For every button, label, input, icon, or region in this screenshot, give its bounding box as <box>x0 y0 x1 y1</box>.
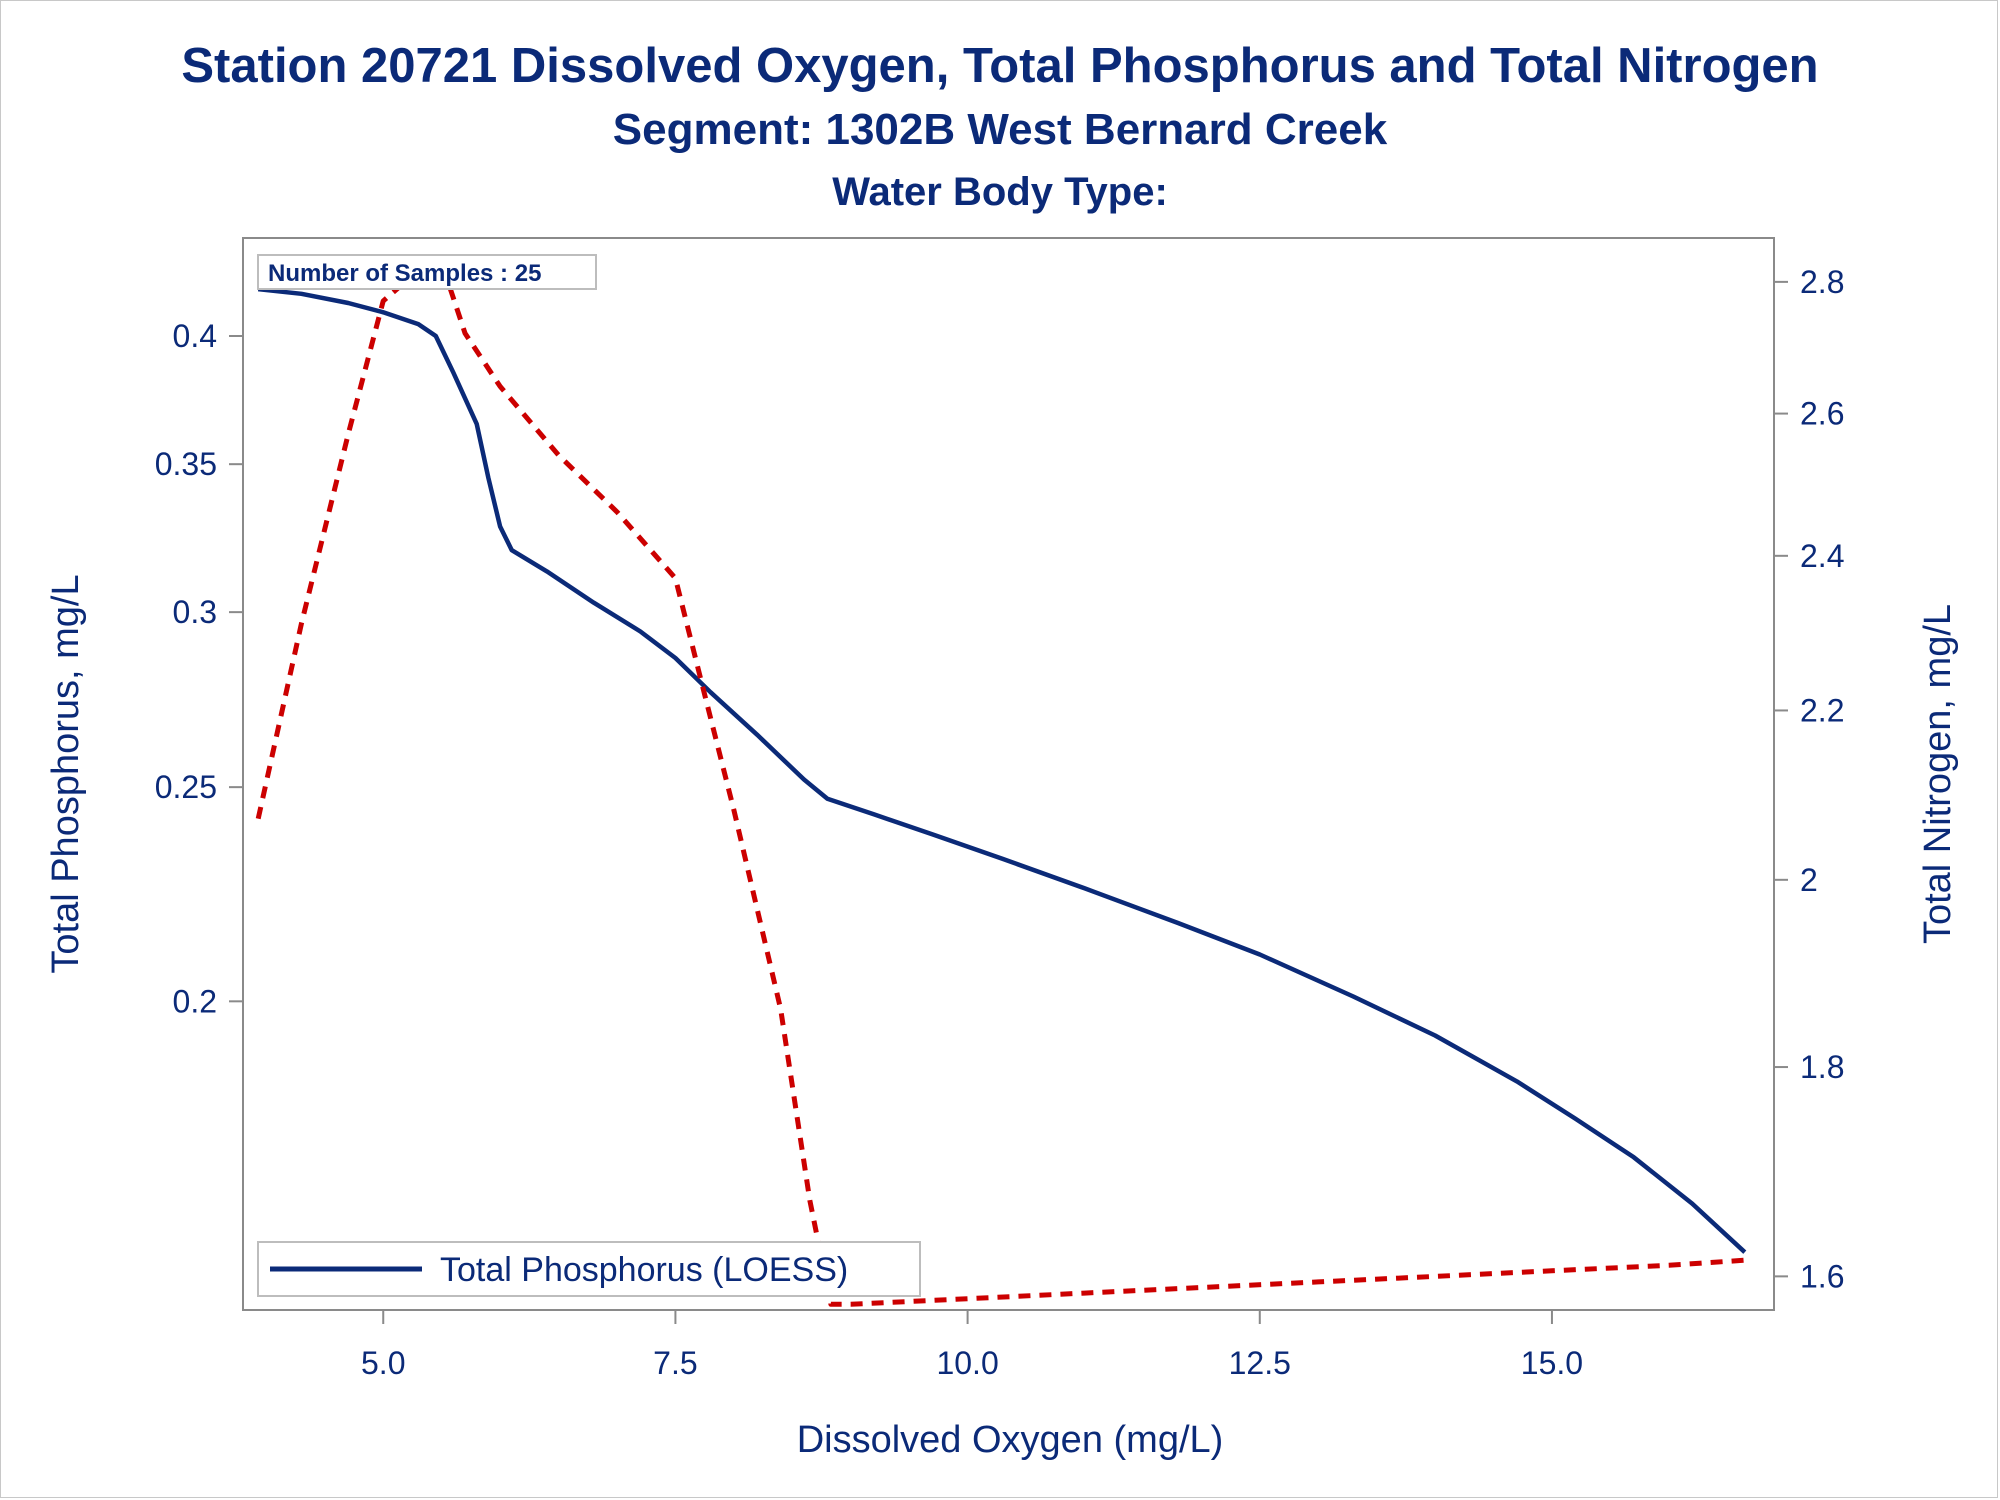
y-right-tick-label: 2 <box>1800 862 1818 898</box>
y-left-tick-label: 0.25 <box>155 769 217 805</box>
x-tick-label: 12.5 <box>1229 1345 1291 1381</box>
plot-area <box>242 237 1775 1311</box>
total-phosphorus-line <box>257 286 1747 1254</box>
y-left-tick-label: 0.2 <box>173 983 217 1019</box>
x-axis-label: Dissolved Oxygen (mg/L) <box>797 1419 1224 1461</box>
y-right-tick-label: 1.8 <box>1800 1049 1844 1085</box>
y-right-tick-label: 2.6 <box>1800 396 1844 432</box>
series-layer <box>255 260 1751 1307</box>
y-right-tick-label: 2.8 <box>1800 264 1844 300</box>
y-right-tick-label: 1.6 <box>1800 1258 1844 1294</box>
y-left-tick-label: 0.35 <box>155 446 217 482</box>
legend: Total Phosphorus (LOESS) <box>257 1241 921 1297</box>
legend-entry-label: Total Phosphorus (LOESS) <box>440 1251 848 1289</box>
y-left-tick-label: 0.3 <box>173 594 217 630</box>
y-right-tick-label: 2.4 <box>1800 538 1844 574</box>
inset-label: Number of Samples : 25 <box>268 260 541 287</box>
x-axis: 5.0 7.5 10.0 12.5 15.0 <box>361 1310 1583 1381</box>
y-axis-right: 1.6 1.8 2 2.2 2.4 2.6 2.8 <box>1774 264 1844 1294</box>
chart-title: Station 20721 Dissolved Oxygen, Total Ph… <box>181 39 1819 93</box>
chart-subtitle: Segment: 1302B West Bernard Creek <box>612 105 1388 154</box>
y-axis-left-label: Total Phosphorus, mg/L <box>45 574 87 973</box>
sample-count-inset: Number of Samples : 25 <box>257 254 597 290</box>
x-tick-label: 5.0 <box>361 1345 405 1381</box>
total-nitrogen-line <box>255 260 1751 1307</box>
x-tick-label: 7.5 <box>653 1345 697 1381</box>
inset-box <box>257 254 597 290</box>
legend-box <box>257 1241 921 1297</box>
chart-subtitle-2: Water Body Type: <box>832 170 1168 214</box>
y-axis-left: 0.2 0.25 0.3 0.35 0.4 <box>155 318 243 1019</box>
y-axis-right-label: Total Nitrogen, mg/L <box>1917 604 1959 944</box>
y-left-tick-label: 0.4 <box>173 318 217 354</box>
x-tick-label: 10.0 <box>936 1345 998 1381</box>
y-right-tick-label: 2.2 <box>1800 692 1844 728</box>
x-tick-label: 15.0 <box>1521 1345 1583 1381</box>
